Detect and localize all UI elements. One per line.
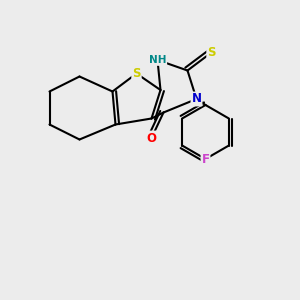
Text: NH: NH: [149, 55, 166, 65]
Text: O: O: [146, 131, 157, 145]
Text: N: N: [191, 92, 202, 106]
Text: F: F: [202, 152, 209, 166]
Text: S: S: [207, 46, 216, 59]
Text: S: S: [132, 67, 141, 80]
